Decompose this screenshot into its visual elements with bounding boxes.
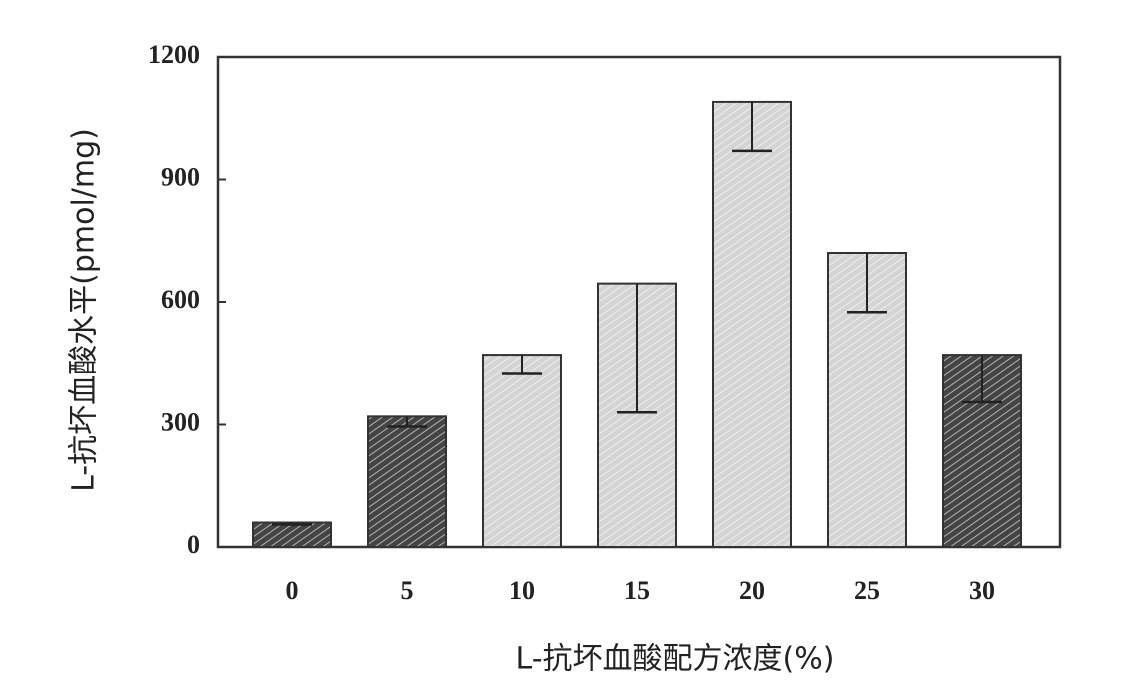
y-tick-label: 1200 xyxy=(148,40,200,69)
y-axis-title: L-抗坏血酸水平(pmol/mg) xyxy=(67,128,102,492)
bar xyxy=(712,100,792,549)
x-axis-title: L-抗坏血酸配方浓度(%) xyxy=(516,642,835,677)
bar xyxy=(252,521,332,548)
bar xyxy=(367,415,447,549)
x-tick-label: 20 xyxy=(739,576,765,605)
y-tick-label: 900 xyxy=(161,162,200,191)
x-tick-label: 30 xyxy=(969,576,995,605)
x-tick-label: 10 xyxy=(509,576,535,605)
y-tick-label: 300 xyxy=(161,407,200,436)
y-tick-label: 600 xyxy=(161,285,200,314)
x-tick-label: 25 xyxy=(854,576,880,605)
x-tick-label: 15 xyxy=(624,576,650,605)
bar xyxy=(482,354,562,549)
x-tick-label: 5 xyxy=(401,576,414,605)
y-tick-label: 0 xyxy=(187,530,200,559)
x-tick-label: 0 xyxy=(286,576,299,605)
